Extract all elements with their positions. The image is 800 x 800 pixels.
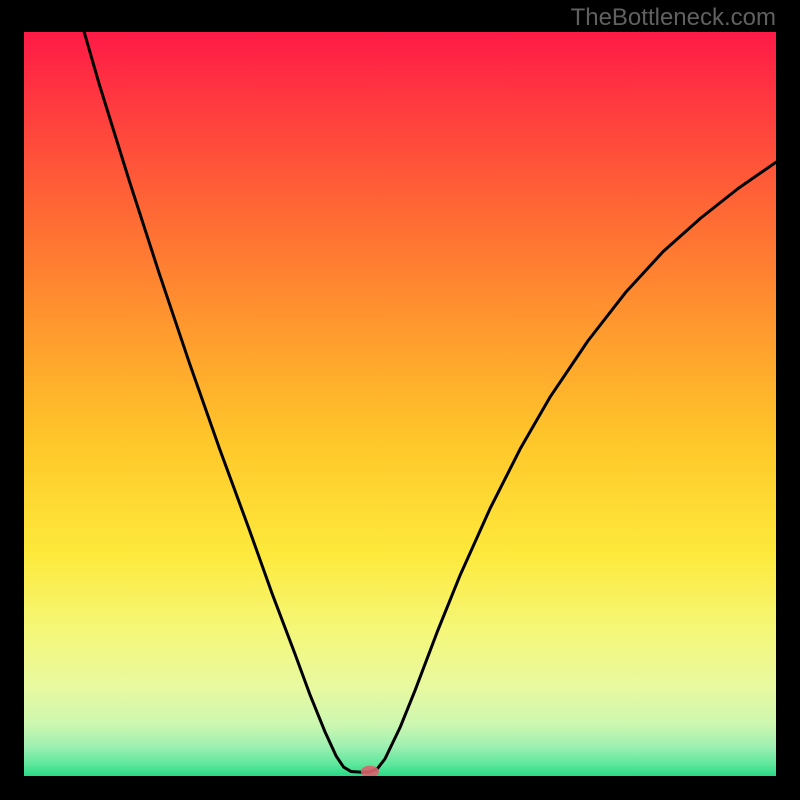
- plot-area: [24, 32, 776, 776]
- plot-svg: [24, 32, 776, 776]
- watermark-text: TheBottleneck.com: [571, 4, 776, 32]
- chart-background: [24, 32, 776, 776]
- chart-frame: TheBottleneck.com: [0, 0, 800, 800]
